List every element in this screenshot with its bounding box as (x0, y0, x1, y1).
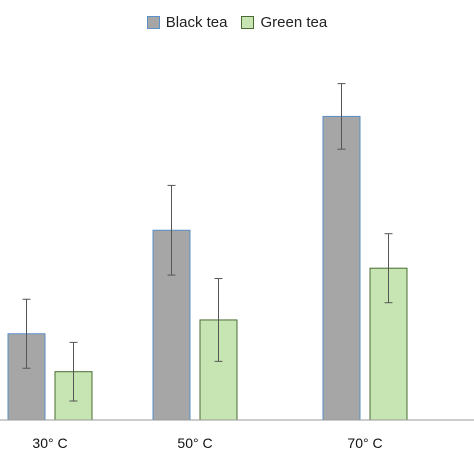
x-tick-label-2: 50° C (177, 435, 212, 451)
x-tick-labels: 30° C 50° C 70° C (32, 435, 382, 451)
bars-layer (7, 83, 408, 421)
legend-item-black-tea: Black tea (146, 14, 228, 31)
legend-label-green-tea: Green tea (260, 14, 328, 31)
legend: Black tea Green tea (0, 14, 474, 31)
bar-black-tea-3 (322, 115, 361, 421)
legend-swatch-green-tea (241, 16, 255, 29)
x-tick-label-3: 70° C (347, 435, 382, 451)
legend-label-black-tea: Black tea (165, 14, 228, 31)
x-tick-label-1: 30° C (32, 435, 67, 451)
legend-item-green-tea: Green tea (241, 14, 327, 31)
legend-swatch-black-tea (146, 16, 160, 29)
